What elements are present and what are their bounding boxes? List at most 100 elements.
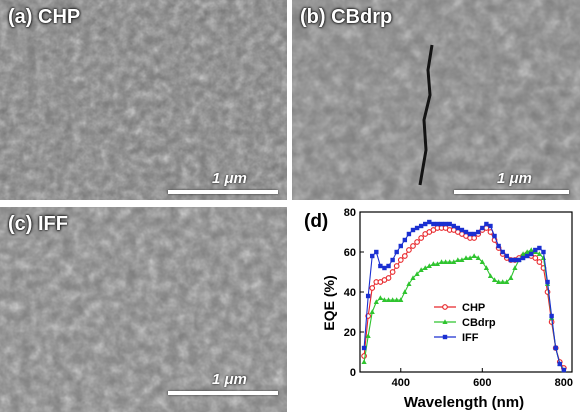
data-point	[374, 249, 379, 255]
data-point	[386, 263, 391, 269]
data-point	[381, 297, 388, 302]
data-point	[463, 229, 469, 235]
x-tick-label: 600	[473, 377, 491, 389]
data-point	[475, 255, 481, 260]
data-point	[422, 265, 428, 270]
data-point	[451, 223, 456, 229]
data-point	[401, 253, 408, 259]
data-point	[487, 273, 494, 278]
y-axis-label: EQE (%)	[321, 275, 337, 330]
data-point	[500, 249, 505, 255]
data-point	[443, 259, 449, 264]
scale-label-c: 1 μm	[212, 371, 247, 388]
data-point	[471, 253, 477, 258]
panel-label-d: (d)	[304, 211, 328, 232]
data-point	[431, 221, 436, 227]
data-point	[504, 253, 509, 259]
data-point	[541, 249, 546, 255]
data-point	[491, 277, 498, 282]
data-point	[524, 253, 530, 259]
scale-bar-b	[454, 190, 569, 194]
y-tick-label: 20	[344, 327, 356, 339]
data-point	[426, 263, 432, 268]
scale-label-a: 1 μm	[212, 170, 247, 187]
eqe-chart-panel: (d) 0 20 40 60 80 400 600 800 CHP CBdrp IFF Wavel…	[292, 207, 580, 412]
data-point	[369, 309, 375, 314]
x-tick-label: 400	[392, 377, 410, 389]
legend-label: CHP	[462, 302, 485, 314]
data-point	[536, 259, 543, 265]
data-point	[524, 249, 530, 254]
panel-label-b: (b) CBdrp	[300, 6, 393, 28]
data-point	[439, 221, 444, 227]
data-point	[467, 231, 473, 237]
data-point	[561, 367, 567, 373]
data-point	[365, 293, 371, 299]
data-point	[389, 269, 396, 275]
data-point	[476, 229, 481, 235]
data-point	[418, 267, 424, 272]
data-point	[385, 297, 392, 302]
data-point	[549, 313, 554, 319]
data-point	[533, 247, 538, 253]
data-point	[423, 221, 428, 227]
data-point	[394, 249, 399, 255]
data-point	[435, 221, 440, 227]
data-point	[520, 251, 526, 256]
data-point	[557, 361, 562, 367]
data-point	[369, 285, 376, 291]
data-point	[377, 295, 383, 300]
data-point	[496, 243, 501, 249]
crack-line	[418, 44, 434, 186]
data-point	[406, 281, 412, 286]
data-point	[365, 333, 371, 338]
data-point	[512, 257, 518, 263]
data-point	[471, 235, 478, 241]
data-point	[430, 261, 436, 266]
data-point	[471, 231, 477, 237]
y-tick-label: 60	[344, 247, 356, 259]
data-point	[467, 255, 473, 260]
x-axis-label: Wavelength (nm)	[404, 394, 524, 411]
data-point	[516, 257, 522, 263]
y-tick-label: 0	[350, 367, 356, 379]
data-point	[447, 259, 453, 264]
sem-image-chp: (a) CHP 1 μm	[0, 0, 287, 200]
data-point	[483, 225, 490, 231]
data-point	[414, 239, 420, 245]
data-point	[361, 359, 367, 364]
data-point	[553, 345, 558, 351]
legend-entry-iff: IFF	[434, 332, 479, 344]
data-point	[418, 223, 424, 229]
data-point	[385, 275, 392, 281]
data-point	[442, 304, 448, 310]
series-line	[363, 221, 565, 371]
data-point	[442, 319, 448, 324]
data-point	[479, 259, 485, 264]
data-point	[536, 251, 542, 256]
sem-image-cbdrp: (b) CBdrp 1 μm	[292, 0, 580, 200]
data-point	[406, 231, 412, 237]
data-point	[398, 243, 403, 249]
data-point	[512, 265, 518, 270]
data-point	[455, 257, 461, 262]
panel-label-a: (a) CHP	[8, 6, 81, 28]
data-point	[451, 259, 457, 264]
data-point	[378, 263, 383, 269]
data-point	[390, 297, 396, 302]
y-tick-label: 80	[344, 207, 356, 219]
data-point	[520, 255, 526, 261]
data-point	[504, 279, 510, 284]
data-point	[483, 265, 489, 270]
data-point	[434, 261, 441, 266]
data-point	[443, 221, 448, 227]
data-point	[438, 259, 445, 264]
legend-label: CBdrp	[462, 317, 496, 329]
data-point	[370, 253, 375, 259]
x-tick-label: 800	[555, 377, 573, 389]
data-point	[393, 263, 400, 269]
data-point	[414, 271, 420, 276]
data-point	[414, 225, 420, 231]
data-point	[484, 221, 489, 227]
data-point	[508, 275, 514, 280]
